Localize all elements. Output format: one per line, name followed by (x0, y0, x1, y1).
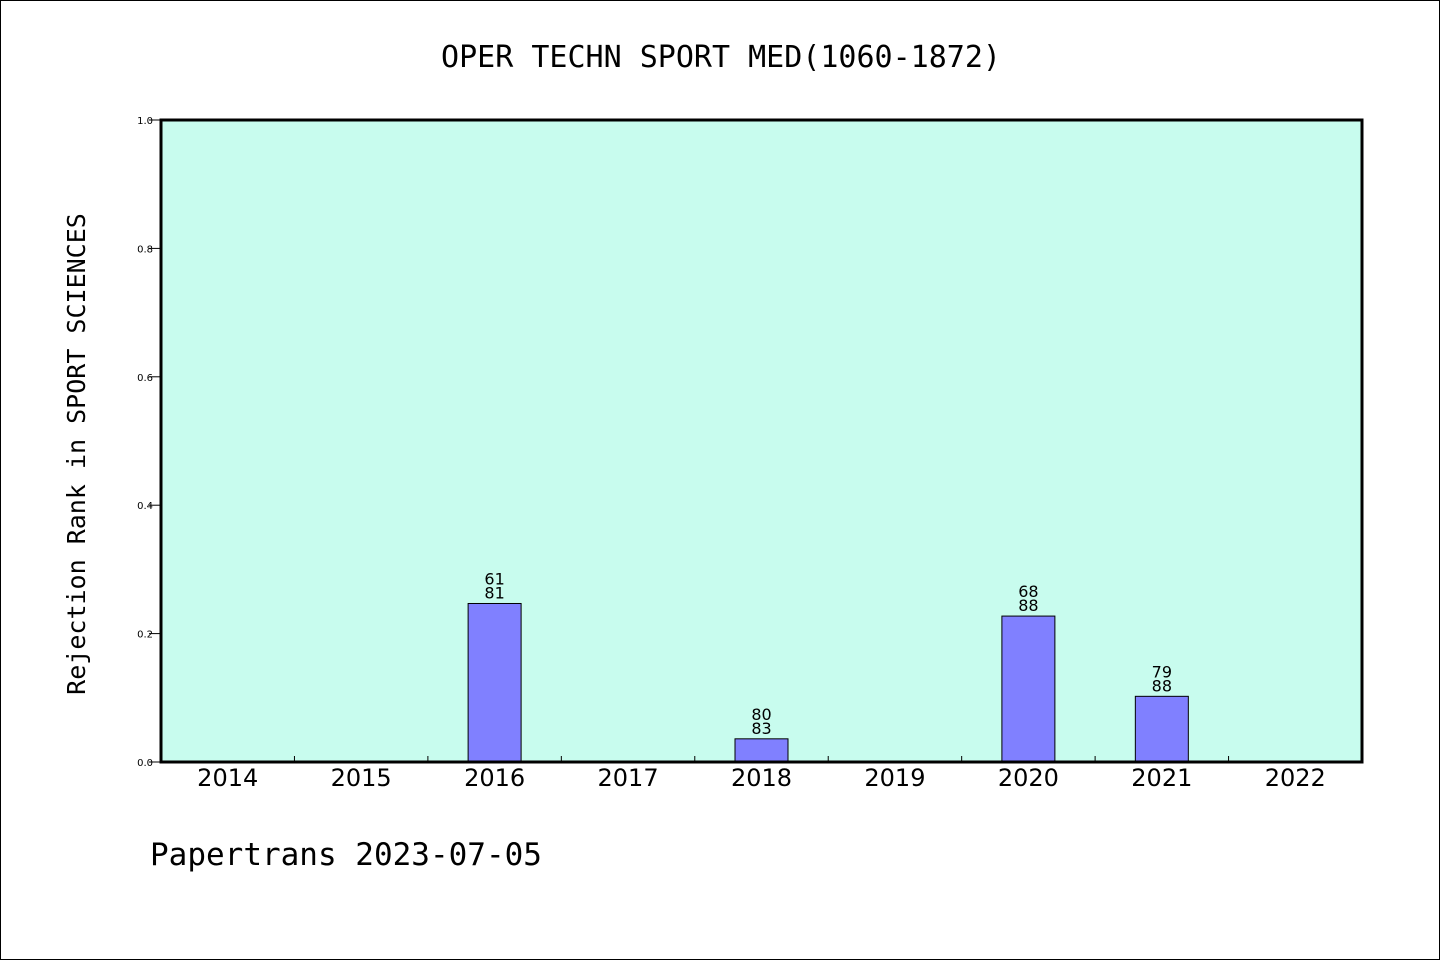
x-tick-label: 2016 (464, 764, 525, 792)
y-axis-label: Rejection Rank in SPORT SCIENCES (62, 213, 91, 695)
bar-label-rank: 79 (1152, 662, 1172, 681)
bar-label-total: 83 (751, 719, 771, 738)
bar-label-total: 88 (1152, 676, 1172, 695)
plot-frame (159, 118, 1364, 764)
y-tick-label: 0.2 (137, 630, 153, 641)
bar-label-rank: 61 (484, 569, 504, 588)
plot-background (161, 120, 1362, 762)
x-tick-label: 2014 (197, 764, 258, 792)
x-tick-label: 2019 (864, 764, 925, 792)
chart-title: OPER TECHN SPORT MED(1060-1872) (441, 40, 1001, 75)
bar-label-rank: 68 (1018, 582, 1038, 601)
y-tick-label: 0.0 (137, 758, 153, 769)
x-tick-label: 2021 (1131, 764, 1192, 792)
x-tick-label: 2018 (731, 764, 792, 792)
y-tick-label: 1.0 (137, 116, 153, 127)
bar-2016 (467, 602, 522, 763)
bar-2021 (1134, 695, 1189, 763)
bar-label-total: 81 (484, 583, 504, 602)
footer-credit: Papertrans 2023-07-05 (150, 837, 542, 873)
y-tick-label: 0.4 (137, 501, 153, 512)
y-tick-label: 0.6 (137, 373, 153, 384)
bar-label-rank: 80 (751, 705, 771, 724)
bar-2018 (734, 738, 789, 763)
bar-label-total: 88 (1018, 596, 1038, 615)
x-tick-label: 2022 (1265, 764, 1326, 792)
x-tick-label: 2020 (998, 764, 1059, 792)
bar-2020 (1001, 615, 1056, 763)
x-tick-label: 2017 (598, 764, 659, 792)
x-tick-label: 2015 (331, 764, 392, 792)
y-tick-label: 0.8 (137, 244, 153, 255)
